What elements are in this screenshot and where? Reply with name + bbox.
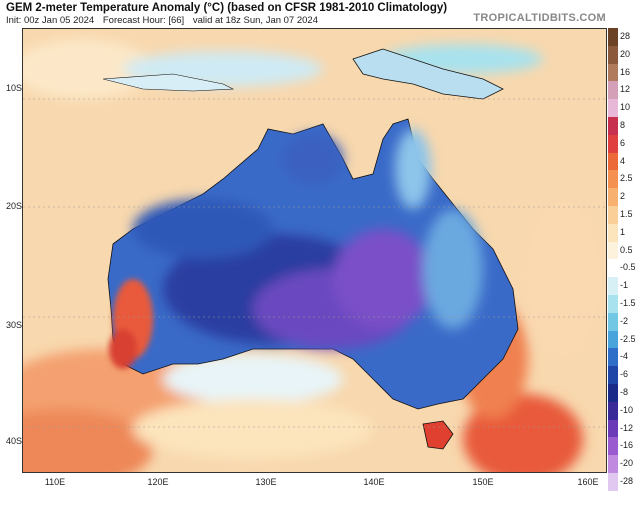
colorbar-swatch xyxy=(608,206,618,224)
colorbar-label: -16 xyxy=(620,440,634,451)
colorbar-label: -4 xyxy=(620,351,629,362)
colorbar-swatch xyxy=(608,188,618,206)
colorbar-label: 4 xyxy=(620,155,626,166)
lat-label: 10S xyxy=(5,83,22,93)
lon-label: 140E xyxy=(363,477,385,487)
colorbar-label: 1.5 xyxy=(620,209,633,219)
colorbar-swatch xyxy=(608,152,618,171)
lat-label: 30S xyxy=(5,320,22,330)
forecast-hour: Forecast Hour: [66] xyxy=(102,15,185,26)
chart-title: GEM 2-meter Temperature Anomaly (°C) (ba… xyxy=(6,2,448,14)
colorbar-swatch xyxy=(608,384,618,402)
new-guinea-outline xyxy=(352,48,504,100)
colorbar-swatch xyxy=(608,45,618,64)
colorbar: 28 20 16 12 10 8 6 4 2.5 2 1.5 1 0.5 -0.5 -1 -1.5 -2 -2.5… xyxy=(608,28,640,493)
colorbar-swatch xyxy=(608,437,618,456)
tasmania-outline xyxy=(422,420,454,450)
colorbar-swatch xyxy=(608,366,618,384)
header: GEM 2-meter Temperature Anomaly (°C) (ba… xyxy=(0,0,640,28)
colorbar-swatch xyxy=(608,28,618,46)
lon-label: 130E xyxy=(255,477,277,487)
colorbar-label: -6 xyxy=(620,369,629,380)
colorbar-swatch xyxy=(608,455,618,473)
colorbar-swatch xyxy=(608,223,618,242)
colorbar-swatch xyxy=(608,330,618,349)
colorbar-label: -1.5 xyxy=(620,298,636,308)
colorbar-label: 28 xyxy=(620,31,631,41)
colorbar-swatch xyxy=(608,277,618,295)
colorbar-swatch xyxy=(608,473,618,491)
colorbar-swatch xyxy=(608,81,618,100)
lon-label: 150E xyxy=(472,477,494,487)
anomaly-map xyxy=(22,28,607,473)
colorbar-label: -2.5 xyxy=(620,333,636,344)
chart-subtitle: Init: 00z Jan 05 2024 Forecast Hour: [66… xyxy=(6,15,324,26)
colorbar-label: 1 xyxy=(620,226,626,237)
colorbar-swatch xyxy=(608,312,618,331)
colorbar-swatch xyxy=(608,99,618,117)
colorbar-label: -8 xyxy=(620,387,629,397)
colorbar-label: -28 xyxy=(620,476,634,486)
map-svg xyxy=(23,29,606,472)
colorbar-label: 6 xyxy=(620,137,626,148)
valid-time: valid at 18z Sun, Jan 07 2024 xyxy=(192,15,318,26)
colorbar-label: 20 xyxy=(620,48,631,59)
colorbar-swatch xyxy=(608,117,618,135)
indonesia-outline xyxy=(102,73,235,92)
lon-label: 120E xyxy=(147,477,169,487)
lat-label: 20S xyxy=(5,201,22,211)
colorbar-label: 8 xyxy=(620,120,626,130)
colorbar-swatch xyxy=(608,134,618,153)
colorbar-swatch xyxy=(608,63,618,82)
colorbar-label: -12 xyxy=(620,422,634,433)
colorbar-swatch xyxy=(608,401,618,420)
colorbar-label: 0.5 xyxy=(620,244,633,255)
colorbar-label: 10 xyxy=(620,102,631,113)
colorbar-label: -0.5 xyxy=(620,262,636,273)
colorbar-label: -20 xyxy=(620,458,634,469)
colorbar-swatch xyxy=(608,348,618,367)
australia-land xyxy=(107,118,519,410)
lon-label: 110E xyxy=(44,477,66,487)
colorbar-label: 2.5 xyxy=(620,173,633,184)
lat-label: 40S xyxy=(5,436,22,446)
colorbar-swatch xyxy=(608,170,618,189)
colorbar-label: 12 xyxy=(620,84,631,95)
init-time: Init: 00z Jan 05 2024 xyxy=(6,15,95,26)
colorbar-swatch xyxy=(608,295,618,313)
colorbar-label: 2 xyxy=(620,191,626,202)
colorbar-label: 16 xyxy=(620,66,631,77)
colorbar-label: -10 xyxy=(620,404,634,415)
colorbar-swatch xyxy=(608,241,618,260)
colorbar-label: -1 xyxy=(620,280,629,291)
brand-watermark: TROPICALTIDBITS.COM xyxy=(473,12,606,24)
lon-label: 160E xyxy=(577,477,599,487)
colorbar-swatch xyxy=(608,419,618,438)
colorbar-label: -2 xyxy=(620,315,629,326)
colorbar-swatch xyxy=(608,259,618,278)
